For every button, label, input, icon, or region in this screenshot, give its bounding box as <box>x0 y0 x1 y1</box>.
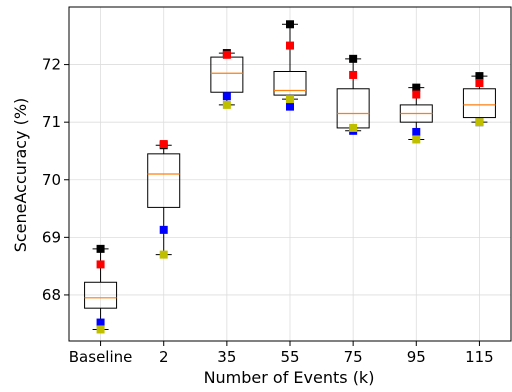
x-tick-label: 2 <box>159 348 169 366</box>
y-tick-label: 70 <box>42 171 61 189</box>
y-ticks: 68 69 70 71 72 <box>42 56 69 304</box>
data-point <box>222 50 231 59</box>
x-ticks: Baseline 2 35 55 75 95 115 <box>69 341 494 366</box>
data-point <box>159 225 168 234</box>
x-tick-label: 35 <box>217 348 236 366</box>
data-point <box>96 325 105 334</box>
iqr-box <box>147 153 181 208</box>
data-point <box>412 135 421 144</box>
data-point <box>475 118 484 127</box>
x-tick-label: 75 <box>344 348 363 366</box>
data-point <box>475 79 484 88</box>
data-point <box>412 127 421 136</box>
y-axis-label: SceneAccuracy (%) <box>11 98 30 253</box>
data-point <box>222 100 231 109</box>
y-tick-label: 71 <box>42 113 61 131</box>
data-point <box>159 250 168 259</box>
x-tick-label: 95 <box>407 348 426 366</box>
data-point <box>96 318 105 327</box>
data-point <box>349 54 358 63</box>
x-tick-label: Baseline <box>69 348 133 366</box>
data-point <box>286 102 294 111</box>
x-axis-label: Number of Events (k) <box>204 368 375 387</box>
data-point <box>412 83 421 92</box>
data-point <box>349 70 358 79</box>
data-point <box>96 244 105 253</box>
iqr-box <box>84 281 118 309</box>
y-tick-label: 69 <box>42 228 61 246</box>
x-tick-label: 55 <box>280 348 299 366</box>
points-layer <box>96 20 484 334</box>
data-point <box>286 95 294 104</box>
x-tick-label: 115 <box>465 348 494 366</box>
data-point <box>96 260 105 269</box>
iqr-box <box>462 88 496 119</box>
data-point <box>159 140 168 149</box>
data-point <box>286 41 294 50</box>
data-point <box>412 90 421 99</box>
y-tick-label: 68 <box>42 286 61 304</box>
data-point <box>349 123 358 132</box>
data-point <box>475 72 484 81</box>
iqr-box <box>273 70 307 96</box>
data-point <box>286 20 294 29</box>
data-point <box>222 92 231 101</box>
y-tick-label: 72 <box>42 56 61 74</box>
